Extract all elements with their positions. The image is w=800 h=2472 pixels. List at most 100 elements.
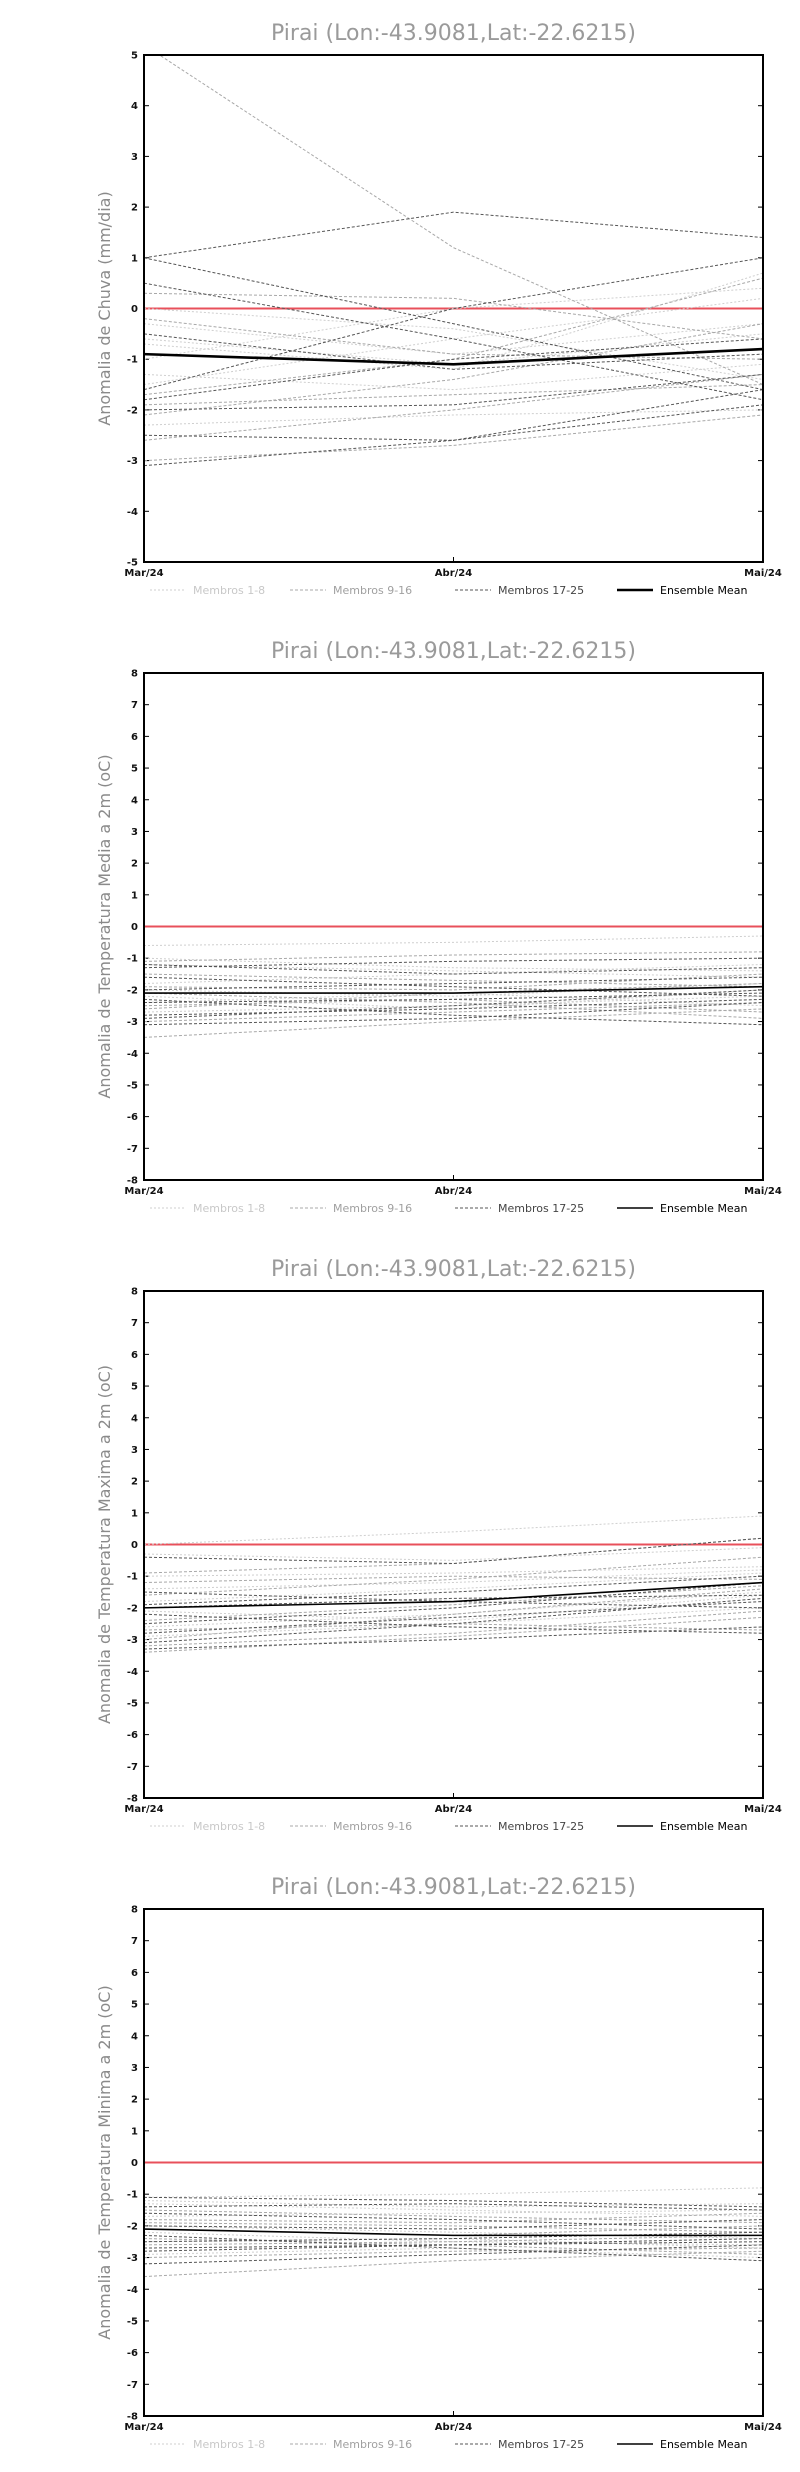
- member-line-17: [144, 211, 763, 259]
- legend-label: Membros 9-16: [333, 2438, 412, 2451]
- member-line-9: [158, 55, 763, 386]
- y-tick-label: 5: [131, 1382, 138, 1393]
- y-tick-label: -4: [127, 507, 138, 518]
- member-line-19: [144, 2241, 763, 2249]
- member-line-11: [144, 1610, 763, 1647]
- member-line-2: [144, 964, 763, 978]
- chart-svg: Pirai (Lon:-43.9081,Lat:-22.6215) Anomali…: [95, 1875, 782, 2451]
- legend-label: Membros 1-8: [193, 2438, 265, 2451]
- y-tick-label: 5: [131, 51, 138, 62]
- x-tick-label: Abr/24: [435, 1186, 472, 1197]
- y-tick-label: 0: [131, 304, 138, 315]
- y-tick-label: 8: [131, 669, 138, 680]
- legend-label: Membros 9-16: [333, 584, 412, 597]
- y-tick-label: 6: [131, 1968, 138, 1979]
- legend-label: Ensemble Mean: [660, 584, 747, 597]
- member-line-14: [144, 1588, 763, 1641]
- member-line-8: [144, 1594, 763, 1622]
- member-line-7: [144, 297, 763, 386]
- member-line-7: [144, 2200, 763, 2208]
- member-line-16: [144, 2212, 763, 2224]
- member-line-11: [144, 1002, 763, 1023]
- member-line-16: [144, 292, 763, 340]
- chart-title: Pirai (Lon:-43.9081,Lat:-22.6215): [271, 1257, 636, 1282]
- y-tick-label: -6: [127, 1112, 138, 1123]
- y-tick-label: 1: [131, 2126, 138, 2137]
- member-line-24: [144, 257, 763, 391]
- member-line-8: [144, 333, 763, 365]
- member-line-19: [144, 998, 763, 1016]
- y-tick-label: -6: [127, 2348, 138, 2359]
- y-tick-label: 1: [131, 253, 138, 264]
- y-tick-label: -2: [127, 985, 138, 996]
- plot-frame: [143, 672, 764, 1181]
- member-line-18: [144, 957, 763, 969]
- member-line-20: [144, 2219, 763, 2230]
- y-tick-label: 8: [131, 1905, 138, 1916]
- y-tick-label: -2: [127, 1603, 138, 1614]
- y-axis-label: Anomalia de Temperatura Minima a 2m (oC): [95, 1985, 114, 2339]
- member-line-11: [144, 2247, 763, 2259]
- y-tick-label: 2: [131, 2095, 138, 2106]
- chart-title: Pirai (Lon:-43.9081,Lat:-22.6215): [271, 21, 636, 46]
- y-tick-label: -3: [127, 1017, 138, 1028]
- member-line-19: [144, 282, 763, 401]
- member-line-5: [144, 964, 763, 985]
- y-tick-label: -7: [127, 1762, 138, 1773]
- member-line-25: [144, 989, 763, 1019]
- x-tick-label: Abr/24: [435, 568, 472, 579]
- y-tick-label: 8: [131, 1287, 138, 1298]
- y-tick-label: 4: [131, 1413, 138, 1424]
- y-tick-label: 2: [131, 859, 138, 870]
- legend-label: Membros 9-16: [333, 1820, 412, 1833]
- member-line-14: [144, 983, 763, 1010]
- y-tick-label: 6: [131, 732, 138, 743]
- member-line-12: [144, 1556, 763, 1596]
- chart-panel-2: Pirai (Lon:-43.9081,Lat:-22.6215) Anomali…: [0, 618, 800, 1236]
- member-line-13: [144, 323, 763, 416]
- legend-label: Membros 1-8: [193, 1202, 265, 1215]
- member-line-17: [144, 2234, 763, 2262]
- member-line-25: [144, 1601, 763, 1634]
- member-line-1: [144, 1515, 763, 1545]
- chart-panel-4: Pirai (Lon:-43.9081,Lat:-22.6215) Anomali…: [0, 1854, 800, 2472]
- chart-svg: Pirai (Lon:-43.9081,Lat:-22.6215) Anomali…: [95, 639, 782, 1215]
- member-line-12: [144, 277, 763, 396]
- y-tick-label: 7: [131, 1936, 138, 1947]
- y-tick-label: 1: [131, 1508, 138, 1519]
- member-line-21: [144, 373, 763, 411]
- member-line-11: [144, 373, 763, 441]
- y-tick-label: 0: [131, 922, 138, 933]
- member-line-25: [144, 2238, 763, 2252]
- legend-label: Ensemble Mean: [660, 2438, 747, 2451]
- y-axis-label: Anomalia de Temperatura Media a 2m (oC): [95, 754, 114, 1098]
- member-line-14: [144, 2225, 763, 2236]
- plot-frame: [143, 1290, 764, 1799]
- legend-label: Membros 17-25: [498, 2438, 584, 2451]
- member-line-15: [144, 2250, 763, 2278]
- chart-panel-1: Pirai (Lon:-43.9081,Lat:-22.6215) Anomali…: [0, 0, 800, 618]
- y-tick-label: 2: [131, 1477, 138, 1488]
- y-tick-label: -7: [127, 1144, 138, 1155]
- legend-label: Ensemble Mean: [660, 1202, 747, 1215]
- member-line-20: [144, 1537, 763, 1565]
- member-line-10: [144, 2234, 763, 2246]
- y-tick-label: -4: [127, 1667, 138, 1678]
- member-line-4: [144, 287, 763, 360]
- member-line-3: [144, 983, 763, 997]
- y-tick-label: 3: [131, 2063, 138, 2074]
- member-line-22: [144, 1002, 763, 1026]
- member-line-17: [144, 998, 763, 1026]
- legend-label: Membros 17-25: [498, 1820, 584, 1833]
- member-line-13: [144, 1623, 763, 1631]
- x-tick-label: Abr/24: [435, 2422, 472, 2433]
- y-tick-label: 0: [131, 2158, 138, 2169]
- member-line-1: [144, 2187, 763, 2198]
- chart-svg: Pirai (Lon:-43.9081,Lat:-22.6215) Anomali…: [95, 21, 782, 597]
- member-line-24: [144, 1591, 763, 1609]
- member-line-15: [144, 414, 763, 462]
- y-tick-label: 2: [131, 203, 138, 214]
- member-line-2: [144, 2203, 763, 2217]
- y-tick-label: -1: [127, 2190, 138, 2201]
